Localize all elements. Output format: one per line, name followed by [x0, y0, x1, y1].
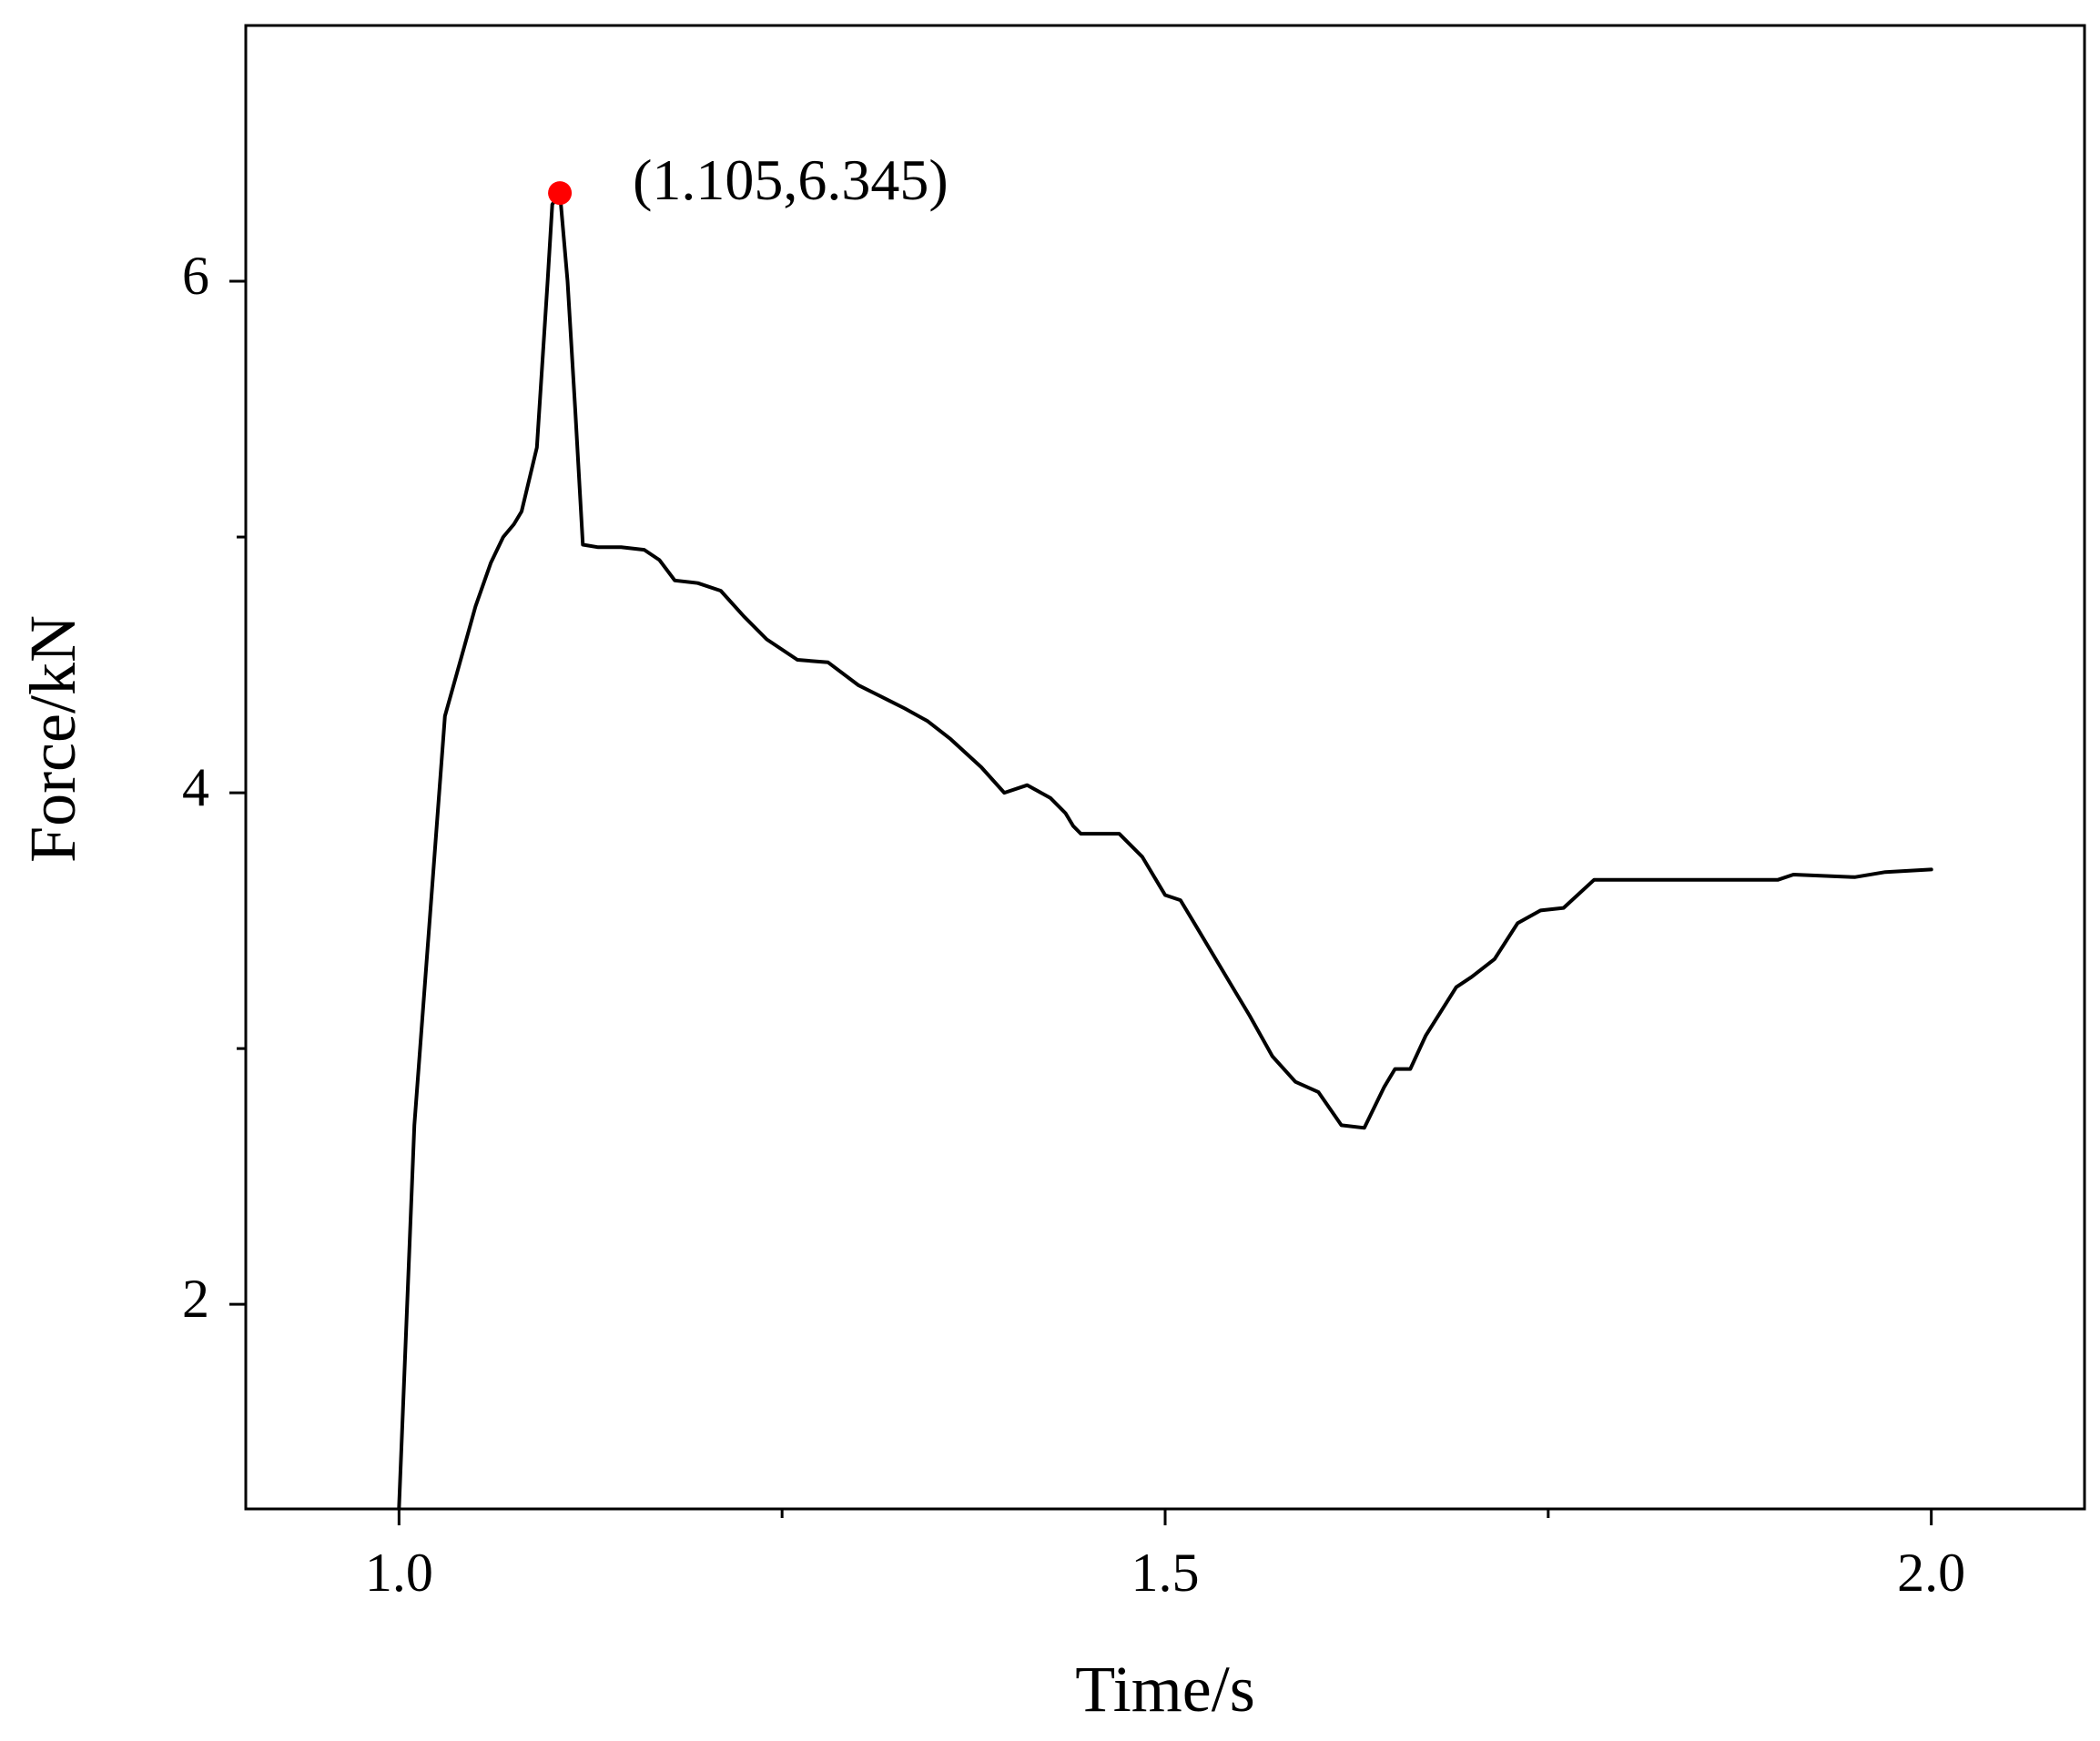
x-tick-label: 2.0: [1897, 1543, 1965, 1603]
x-tick-label: 1.5: [1131, 1543, 1200, 1603]
x-axis-title: Time/s: [1075, 1653, 1254, 1726]
peak-point-annotation: (1.105,6.345): [633, 147, 949, 212]
y-tick-label: 4: [182, 757, 209, 817]
peak-point-marker: [548, 181, 573, 206]
y-tick-label: 6: [182, 246, 209, 306]
axis-ticks: [229, 279, 1933, 1525]
y-axis-title: Force/kN: [16, 615, 89, 863]
plot-frame: [244, 24, 2086, 1511]
x-tick-label: 1.0: [365, 1543, 433, 1603]
axis-tick-labels: 1.0 1.5 2.0 2 4 6: [182, 246, 1965, 1603]
y-tick-label: 2: [182, 1269, 209, 1329]
